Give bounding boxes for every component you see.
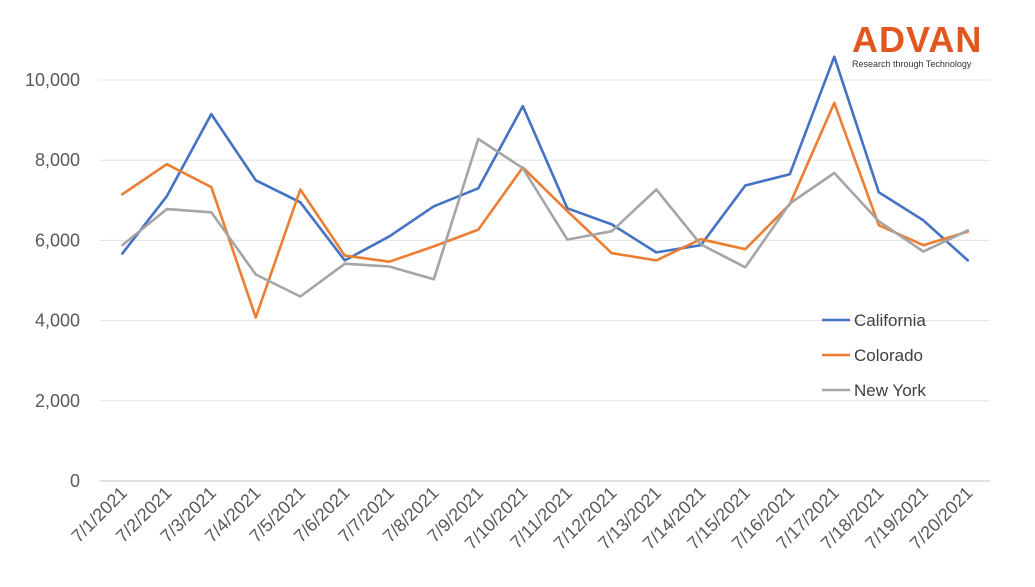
y-tick-label: 2,000	[35, 391, 80, 411]
logo-wordmark: ADVAN	[852, 19, 983, 60]
y-tick-label: 4,000	[35, 311, 80, 331]
series-line-new-york	[121, 137, 970, 298]
series-line-california	[121, 55, 970, 262]
logo-tagline: Research through Technology	[852, 59, 972, 69]
legend: California Colorado New York	[822, 311, 926, 400]
y-tick-label: 0	[70, 471, 80, 491]
legend-label-colorado: Colorado	[854, 346, 923, 365]
y-tick-label: 10,000	[25, 70, 80, 90]
legend-label-new-york: New York	[854, 381, 926, 400]
gridlines	[100, 79, 990, 482]
advan-logo: ADVAN Research through Technology	[852, 19, 1002, 70]
y-tick-label: 8,000	[35, 150, 80, 170]
y-tick-label: 6,000	[35, 230, 80, 250]
x-axis-ticks: 7/1/20217/2/20217/3/20217/4/20217/5/2021…	[67, 483, 976, 554]
series-lines	[121, 55, 970, 319]
legend-label-california: California	[854, 311, 926, 330]
series-line-colorado	[121, 101, 970, 319]
y-axis-ticks: 0 2,000 4,000 6,000 8,000 10,000	[25, 70, 80, 491]
